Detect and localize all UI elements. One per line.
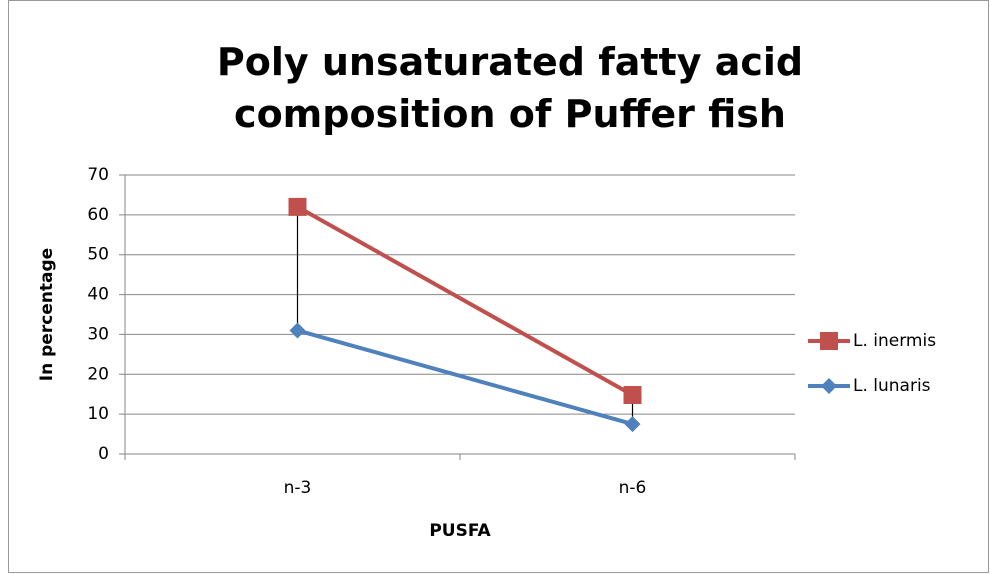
marker (623, 386, 642, 405)
y-tick-label: 10 (87, 404, 109, 424)
marker (624, 416, 641, 433)
legend-marker (821, 378, 837, 394)
series-line (296, 328, 634, 427)
marker (288, 197, 307, 216)
y-axis-label: In percentage (37, 248, 57, 381)
y-tick-label: 20 (87, 364, 109, 384)
legend-label: L. inermis (853, 331, 936, 351)
legend-label: L. lunaris (853, 376, 931, 396)
legend-marker (820, 332, 838, 350)
marker (289, 322, 306, 339)
y-tick-label: 30 (87, 324, 109, 344)
y-tick-label: 50 (87, 245, 109, 265)
y-tick-label: 60 (87, 205, 109, 225)
series-line (296, 205, 634, 397)
x-tick-label: n-3 (284, 478, 312, 498)
y-tick-label: 0 (98, 444, 109, 464)
x-axis-label: PUSFA (429, 521, 491, 541)
y-tick-label: 70 (87, 165, 109, 185)
x-tick-label: n-6 (619, 478, 647, 498)
y-tick-label: 40 (87, 285, 109, 305)
chart-title: Poly unsaturated fatty acid composition … (216, 40, 804, 136)
chart-border (8, 0, 989, 573)
